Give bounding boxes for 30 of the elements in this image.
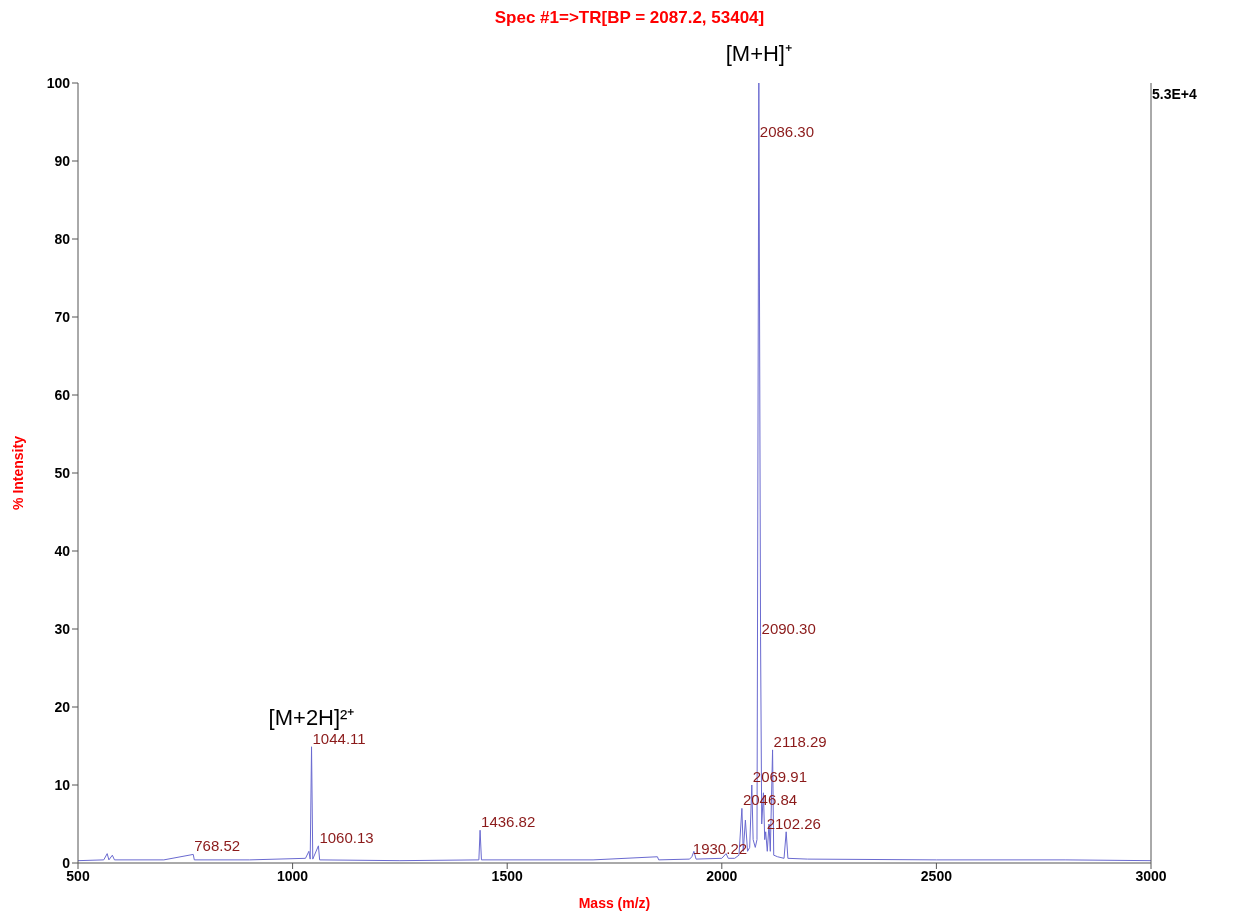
y-tick-label: 20: [54, 698, 71, 715]
y-tick-label: 40: [54, 542, 71, 559]
annotation: 2086.30: [759, 123, 815, 140]
text: 5.3E+4: [1152, 86, 1197, 102]
x-tick-label: 3000: [1135, 867, 1167, 884]
y-tick-label: 10: [54, 776, 71, 793]
y-tick-label: 50: [54, 464, 71, 481]
x-tick-label: 2500: [920, 867, 953, 884]
x-tick-label: 1000: [277, 867, 309, 884]
annotation: [M+H]⁺: [725, 41, 792, 66]
annotation: 1060.13: [319, 828, 374, 846]
y-tick-label: 70: [54, 308, 71, 325]
annotation: 1436.82: [481, 813, 536, 831]
x-tick-label: 2000: [706, 867, 738, 884]
y-tick-label: 30: [54, 620, 71, 637]
annotation: 2102.26: [766, 814, 821, 832]
annotation: [M+2H]²⁺: [268, 704, 355, 730]
annotation: 1930.22: [692, 839, 748, 857]
x-axis-title: Mass (m/z): [578, 895, 651, 911]
annotation: 2118.29: [773, 732, 827, 750]
y-tick-label: 90: [54, 152, 71, 169]
y-axis-title: % Intensity: [9, 435, 26, 510]
annotation: 768.52: [194, 837, 241, 855]
x-tick-label: 1500: [491, 867, 523, 884]
annotation: 1044.11: [312, 729, 366, 747]
chart-title: Spec #1=>TR[BP = 2087.2, 53404]: [493, 8, 766, 28]
y-tick-label: 60: [54, 386, 71, 403]
y-tick-label: 100: [46, 74, 71, 91]
annotation: 2090.30: [761, 619, 816, 637]
y-tick-label: 80: [54, 230, 71, 247]
